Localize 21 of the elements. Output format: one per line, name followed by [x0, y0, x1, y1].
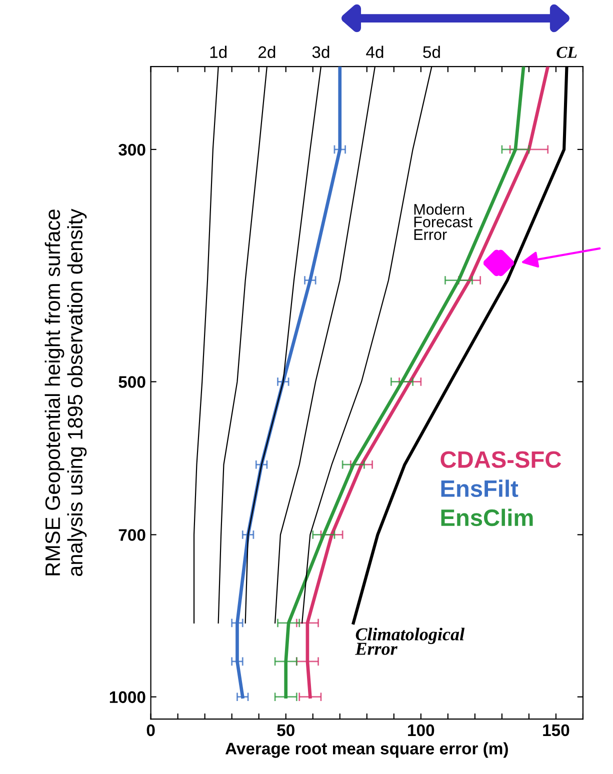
text: CDAS-SFC — [440, 451, 562, 468]
annotation: Climatological Error — [355, 628, 465, 655]
series-label: 3d — [312, 46, 330, 58]
series-label: 2d — [258, 46, 276, 58]
x-axis-title: Average root mean square error (m) — [225, 742, 508, 758]
series-label: 5d — [423, 46, 440, 58]
y-tick-label: 500 — [118, 376, 146, 388]
x-tick-label: 50 — [277, 724, 294, 736]
x-tick-label: 100 — [408, 724, 434, 736]
x-tick-label: 0 — [146, 724, 155, 736]
series-label: 1d — [210, 46, 227, 58]
y-tick-label: 700 — [118, 529, 146, 541]
annotation: Modern Forecast Error — [414, 204, 472, 240]
series-label: CL — [556, 46, 577, 58]
text: EnsFilt — [441, 480, 518, 498]
y-tick-label: 1000 — [110, 691, 146, 704]
y-axis-title: RMSE Geopotential height from surface analysis using 1895 observation density — [44, 208, 87, 576]
y-tick-label: 300 — [118, 144, 146, 156]
text: EnsClim — [441, 508, 533, 526]
series-label: 4d — [366, 46, 384, 58]
x-tick-label: 150 — [543, 724, 570, 736]
